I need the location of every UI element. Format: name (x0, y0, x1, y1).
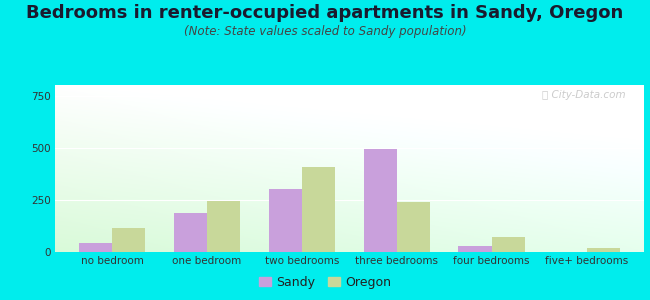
Text: Bedrooms in renter-occupied apartments in Sandy, Oregon: Bedrooms in renter-occupied apartments i… (27, 4, 623, 22)
Bar (363, 149, 396, 252)
Bar (302, 167, 335, 252)
Text: (Note: State values scaled to Sandy population): (Note: State values scaled to Sandy popu… (184, 26, 466, 38)
Bar (112, 228, 146, 252)
Bar (396, 202, 430, 252)
Bar (491, 237, 525, 252)
Legend: Sandy, Oregon: Sandy, Oregon (254, 271, 396, 294)
Bar (79, 243, 112, 252)
Bar (268, 188, 302, 252)
Bar (458, 246, 491, 252)
Bar (207, 201, 240, 252)
Bar (586, 248, 620, 252)
Text: ⓘ City-Data.com: ⓘ City-Data.com (542, 91, 626, 100)
Bar (174, 214, 207, 252)
